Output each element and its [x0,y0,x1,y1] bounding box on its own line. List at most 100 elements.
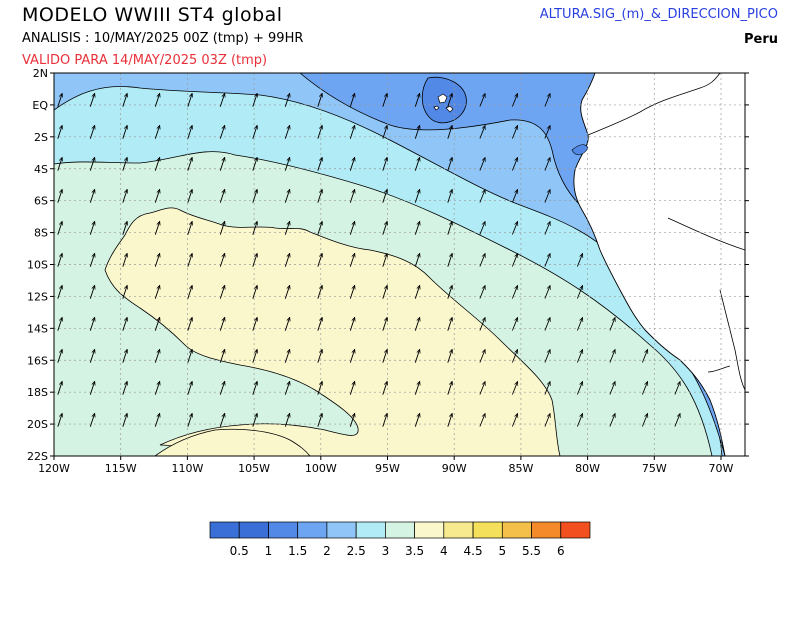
peak-direction-arrow [187,253,192,267]
band-3-5-south [154,428,311,456]
peak-direction-arrow [122,317,127,331]
peak-direction-arrow [382,221,387,235]
peak-direction-arrow [479,222,485,235]
peak-direction-arrow [511,350,517,363]
peak-direction-arrow [57,413,62,427]
legend-swatch [472,521,503,539]
peak-direction-arrow [122,413,127,427]
peak-direction-arrow [89,413,94,427]
legend-label: 2 [323,544,331,558]
lat-label: 4S [34,163,48,176]
peak-direction-arrow [382,285,387,299]
legend-swatch [531,521,562,539]
peak-direction-arrow [544,126,550,139]
peak-direction-arrow [511,318,517,331]
peak-direction-arrow [252,189,257,203]
peak-direction-arrow [284,285,289,299]
peak-direction-arrow [89,125,94,139]
peak-direction-arrow [154,381,159,395]
peak-direction-arrow [349,285,354,299]
peak-direction-arrow [89,317,94,331]
peak-direction-arrow [479,158,485,171]
peak-direction-arrow [187,221,192,235]
legend-swatch [501,521,532,539]
peak-direction-arrow [284,93,289,107]
peak-direction-arrow [511,190,517,203]
peak-direction-arrow [219,221,224,235]
peak-direction-arrow [317,285,322,299]
lat-label: 6S [34,195,48,208]
peak-direction-arrow [544,254,550,267]
peak-direction-arrow [89,381,94,395]
peak-direction-arrow [252,349,257,363]
legend-label: 0.5 [230,544,249,558]
peak-direction-arrow [414,93,419,107]
lon-label: 95W [375,462,400,475]
lon-label: 120W [38,462,70,475]
peak-direction-arrow [609,414,615,427]
peak-direction-arrow [447,93,452,107]
legend-label: 6 [557,544,565,558]
galapagos-islands [433,93,454,113]
peak-direction-arrow [511,382,517,395]
peak-direction-arrow [544,222,550,235]
peak-direction-arrow [544,318,550,331]
peak-direction-arrow [641,414,647,427]
peak-direction-arrow [187,93,192,107]
peak-direction-arrow [382,253,387,267]
peak-direction-arrow [122,189,127,203]
lon-label: 90W [442,462,467,475]
peak-direction-arrow [89,221,94,235]
peak-direction-arrow [252,157,257,171]
peak-direction-arrow [382,93,387,107]
peak-direction-arrow [57,189,62,203]
lon-label: 70W [709,462,734,475]
plot-area [54,73,745,456]
peak-direction-arrow [284,189,289,203]
peak-direction-arrow [349,125,354,139]
peak-direction-arrow [219,253,224,267]
peak-direction-arrow [447,221,452,235]
peak-direction-arrow [609,318,615,331]
peak-direction-arrow [414,221,419,235]
peak-direction-arrow [576,350,582,363]
peak-direction-arrow [122,93,127,107]
peak-direction-arrow [576,414,582,427]
legend-swatch [238,521,269,539]
peak-direction-arrow [382,381,387,395]
peak-direction-arrow [252,93,257,107]
peak-direction-arrow [89,349,94,363]
peak-direction-arrow [317,189,322,203]
peak-direction-arrow [122,349,127,363]
legend-label: 2.5 [347,544,366,558]
latitude-axis: 2N EQ 2S 4S 6S 8S 10S 12S 14S 16S 18S 20S 22S [27,67,749,463]
peak-direction-arrow [154,125,159,139]
peak-direction-arrow [219,381,224,395]
peak-direction-arrow [154,253,159,267]
peak-direction-arrow [317,381,322,395]
peak-direction-arrow [414,189,419,203]
legend-label: 1 [265,544,273,558]
peak-direction-arrow [414,125,419,139]
peak-direction-arrow [284,157,289,171]
peak-direction-arrow [57,253,62,267]
peak-direction-arrow [447,349,452,363]
peak-direction-arrow [317,349,322,363]
peak-direction-arrow [349,253,354,267]
peak-direction-arrow [284,413,289,427]
peak-direction-arrow [414,381,419,395]
peak-direction-arrow [544,414,550,427]
peak-direction-arrow [511,126,517,139]
peak-direction-arrow [187,381,192,395]
peak-direction-arrow [252,381,257,395]
lat-label: 2S [34,131,48,144]
peak-direction-arrow [317,93,322,107]
peak-direction-arrow [479,318,485,331]
lat-label: 12S [27,290,48,303]
peak-direction-arrow [382,413,387,427]
peak-direction-arrow [317,157,322,171]
peak-direction-arrow [154,93,159,107]
color-legend: 0.5 1 1.5 2 2.5 3 3.5 4 4.5 5 5.5 6 [209,521,591,558]
peak-direction-arrow [219,93,224,107]
peak-direction-arrow [154,189,159,203]
